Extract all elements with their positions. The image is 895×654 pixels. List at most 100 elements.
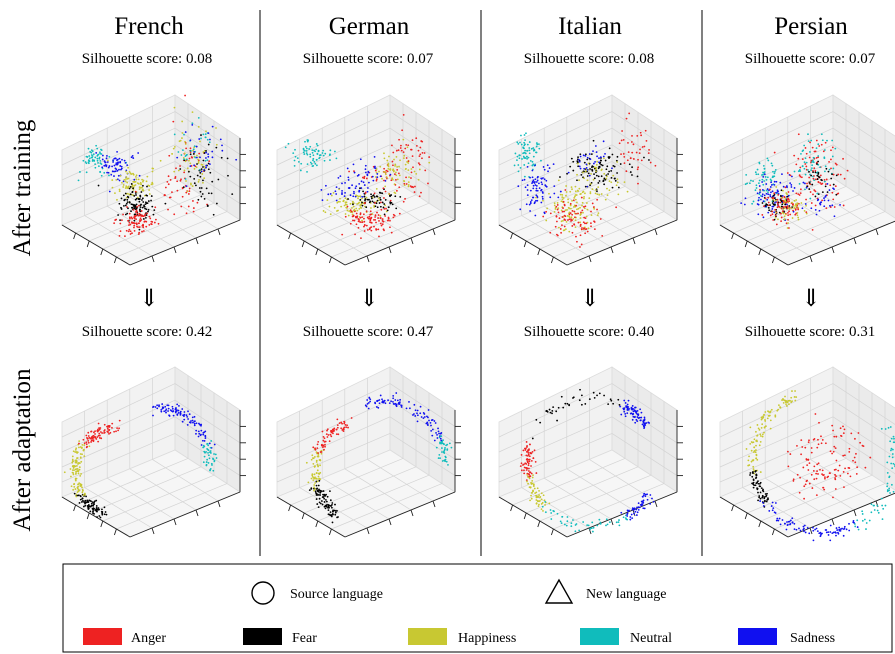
scatter-point [627, 151, 630, 154]
scatter-point [803, 497, 805, 500]
scatter-point [183, 133, 185, 136]
scatter-point [764, 176, 767, 178]
legend-swatch-fear [243, 628, 282, 645]
grid-line [611, 127, 678, 172]
scatter-point [374, 218, 377, 221]
scatter-point [417, 149, 420, 152]
scatter-point [803, 144, 806, 147]
scatter-point [596, 214, 599, 217]
scatter-point [382, 220, 385, 223]
scatter-point [416, 414, 419, 417]
scatter-point [131, 191, 134, 194]
axes-3d-box [276, 94, 461, 266]
scatter-point [823, 199, 826, 202]
scatter-point [583, 177, 585, 180]
scatter-point [392, 401, 394, 403]
scatter-point [344, 424, 347, 426]
axis-tick [388, 246, 392, 254]
scatter-point [191, 419, 194, 422]
scatter-point [408, 407, 411, 410]
scatter-point [84, 504, 87, 507]
scatter-point [793, 170, 796, 173]
scatter-point [628, 509, 630, 512]
scatter-point [404, 163, 407, 166]
scatter-point [184, 143, 187, 145]
scatter-point [132, 222, 135, 224]
scatter-point [118, 234, 121, 237]
scatter-point [331, 513, 334, 515]
scatter-point [204, 133, 207, 136]
scatter-point [765, 183, 768, 185]
scatter-point [646, 498, 649, 501]
scatter-point [806, 464, 809, 467]
scatter-point [125, 170, 127, 173]
scatter-point [389, 202, 392, 205]
scatter-point [774, 170, 776, 173]
scatter-point [855, 473, 858, 475]
axis-tick [288, 232, 292, 240]
scatter-point [343, 426, 346, 429]
scatter-point [304, 140, 306, 143]
scatter-point [796, 473, 799, 476]
scatter-point [812, 193, 814, 196]
scatter-point [109, 431, 112, 434]
scatter-point [807, 169, 809, 171]
scatter-point [429, 421, 432, 424]
scatter-point [590, 153, 593, 156]
scatter-point [783, 195, 786, 198]
scatter-point [758, 162, 761, 165]
scatter-point [785, 213, 787, 216]
scatter-point [526, 194, 529, 197]
scatter-point [812, 171, 814, 174]
scatter-point [209, 452, 212, 454]
scatter-point [531, 169, 534, 172]
scatter-point [315, 498, 318, 500]
scatter-point [169, 179, 172, 181]
scatter-point [528, 458, 531, 461]
scatter-point [800, 176, 803, 179]
scatter-point [373, 206, 376, 208]
scatter-point [535, 491, 538, 494]
silhouette-score-label: Silhouette score: 0.31 [745, 324, 875, 340]
scatter-point [797, 216, 800, 219]
scatter-point [322, 496, 325, 499]
scatter-point [517, 164, 520, 166]
scatter-point [556, 204, 559, 206]
scatter-point [103, 171, 106, 174]
scatter-point [822, 150, 825, 153]
scatter-point [399, 195, 402, 198]
scatter-point [757, 480, 759, 483]
scatter-point [373, 204, 376, 207]
scatter-point [349, 194, 352, 197]
grid-line [544, 477, 612, 520]
scatter-point [618, 142, 621, 145]
scatter-point [566, 516, 569, 518]
scatter-point [88, 445, 91, 448]
scatter-point [184, 155, 187, 158]
legend-label-new-language: New language [586, 587, 666, 602]
scatter-point [526, 184, 529, 187]
scatter-point [134, 198, 137, 201]
axis-tick [86, 240, 90, 248]
scatter-point [120, 208, 123, 210]
scatter-point [797, 208, 800, 211]
scatter-point [116, 178, 119, 181]
axis-tick [510, 232, 514, 240]
scatter-point [312, 157, 315, 160]
scatter-point [782, 401, 785, 404]
scatter-point [892, 462, 895, 465]
scatter-point [363, 220, 366, 223]
scatter-point [604, 198, 607, 201]
scatter-point [820, 435, 822, 438]
scatter-point [186, 415, 189, 418]
scatter-point [570, 522, 573, 525]
scatter-point [85, 441, 88, 444]
scatter-point [814, 150, 817, 153]
scatter-point [749, 442, 752, 445]
scatter-point [426, 421, 429, 424]
scatter-point [592, 150, 594, 153]
scatter-point [770, 184, 773, 186]
scatter-point [596, 190, 598, 193]
scatter-point [199, 171, 202, 174]
scatter-point [77, 472, 80, 475]
